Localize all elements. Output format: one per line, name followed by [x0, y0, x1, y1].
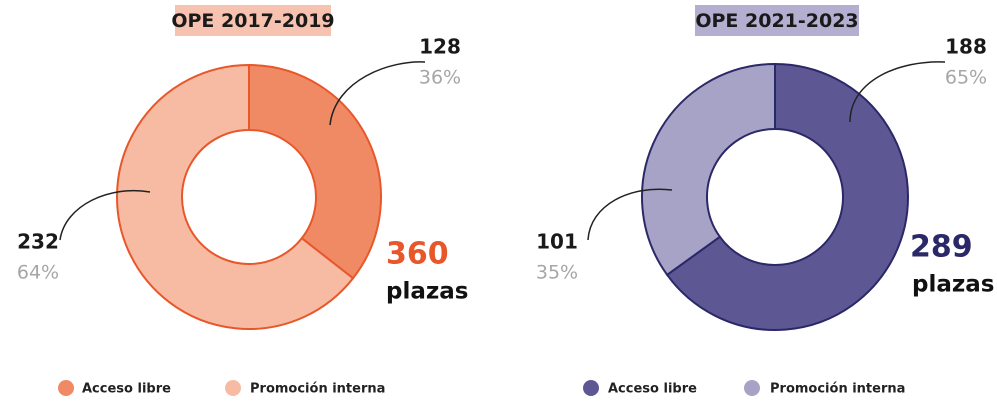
legend-label: Acceso libre [608, 382, 697, 397]
percent-label: 65% [945, 67, 987, 89]
value-label: 232 [17, 230, 59, 254]
total-label: plazas [386, 279, 468, 305]
legend-marker [744, 380, 760, 396]
connector [849, 61, 946, 123]
legend-label: Promoción interna [250, 382, 385, 397]
legend-marker [583, 380, 599, 396]
connector [59, 189, 151, 241]
connector [587, 188, 673, 241]
value-label: 101 [536, 230, 578, 254]
legend-label: Promoción interna [770, 382, 905, 397]
chart-title: OPE 2021-2023 [695, 10, 858, 32]
legend-label: Acceso libre [82, 382, 171, 397]
total-label: plazas [912, 272, 994, 298]
connector [329, 61, 426, 126]
title-box [175, 5, 331, 36]
donut-slice [665, 62, 909, 331]
total: 360 [386, 237, 449, 272]
percent-label: 35% [536, 262, 578, 284]
donut-slice [116, 63, 355, 330]
donut-slice [641, 62, 776, 277]
percent-label: 36% [419, 67, 461, 89]
legend-marker [58, 380, 74, 396]
percent-label: 64% [17, 262, 59, 284]
total: 289 [910, 230, 973, 265]
chart-title: OPE 2017-2019 [171, 10, 334, 32]
value-label: 128 [419, 35, 461, 59]
donut-slice [248, 63, 382, 280]
title-box [695, 5, 859, 36]
legend-marker [225, 380, 241, 396]
value-label: 188 [945, 35, 987, 59]
